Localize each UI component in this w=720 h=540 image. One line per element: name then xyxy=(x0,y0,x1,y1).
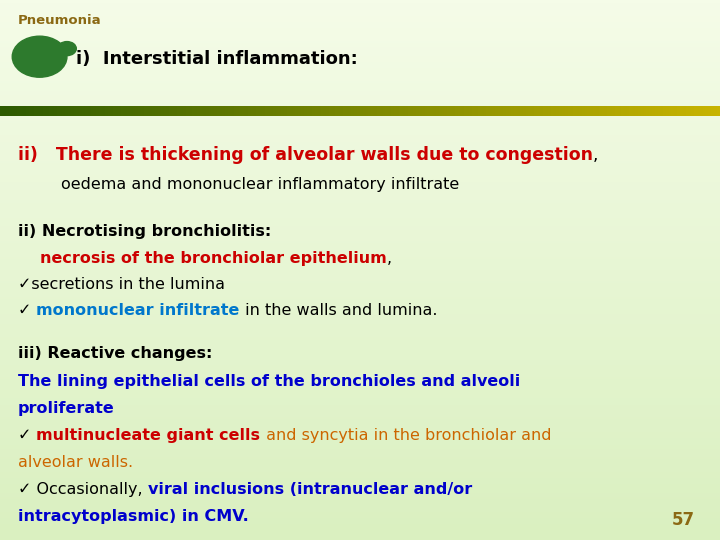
Text: The lining epithelial cells of the bronchioles and alveoli: The lining epithelial cells of the bronc… xyxy=(18,374,521,389)
Circle shape xyxy=(12,36,67,77)
Text: ii)   There is thickening of alveolar walls due to congestion: ii) There is thickening of alveolar wall… xyxy=(18,146,593,164)
Text: proliferate: proliferate xyxy=(18,401,114,416)
Text: viral inclusions (intranuclear and/or: viral inclusions (intranuclear and/or xyxy=(148,482,472,497)
Text: mononuclear infiltrate: mononuclear infiltrate xyxy=(37,303,240,319)
Text: intracytoplasmic) in CMV.: intracytoplasmic) in CMV. xyxy=(18,509,248,524)
Text: multinucleate giant cells: multinucleate giant cells xyxy=(37,428,261,443)
Circle shape xyxy=(58,42,76,56)
Text: ,: , xyxy=(593,146,598,164)
Text: ✓: ✓ xyxy=(18,428,37,443)
Text: and syncytia in the bronchiolar and: and syncytia in the bronchiolar and xyxy=(261,428,551,443)
Text: ,: , xyxy=(387,251,392,266)
Text: 57: 57 xyxy=(672,511,695,529)
Text: alveolar walls.: alveolar walls. xyxy=(18,455,133,470)
Text: ✓: ✓ xyxy=(18,303,37,319)
Text: ✓ Occasionally,: ✓ Occasionally, xyxy=(18,482,148,497)
Text: necrosis of the bronchiolar epithelium: necrosis of the bronchiolar epithelium xyxy=(40,251,387,266)
Text: iii) Reactive changes:: iii) Reactive changes: xyxy=(18,346,212,361)
Text: oedema and mononuclear inflammatory infiltrate: oedema and mononuclear inflammatory infi… xyxy=(61,177,459,192)
Text: in the walls and lumina.: in the walls and lumina. xyxy=(240,303,437,319)
Text: ii) Necrotising bronchiolitis:: ii) Necrotising bronchiolitis: xyxy=(18,224,271,239)
Text: ✓secretions in the lumina: ✓secretions in the lumina xyxy=(18,277,225,292)
Text: Pneumonia: Pneumonia xyxy=(18,14,102,26)
Text: i)  Interstitial inflammation:: i) Interstitial inflammation: xyxy=(76,50,357,68)
